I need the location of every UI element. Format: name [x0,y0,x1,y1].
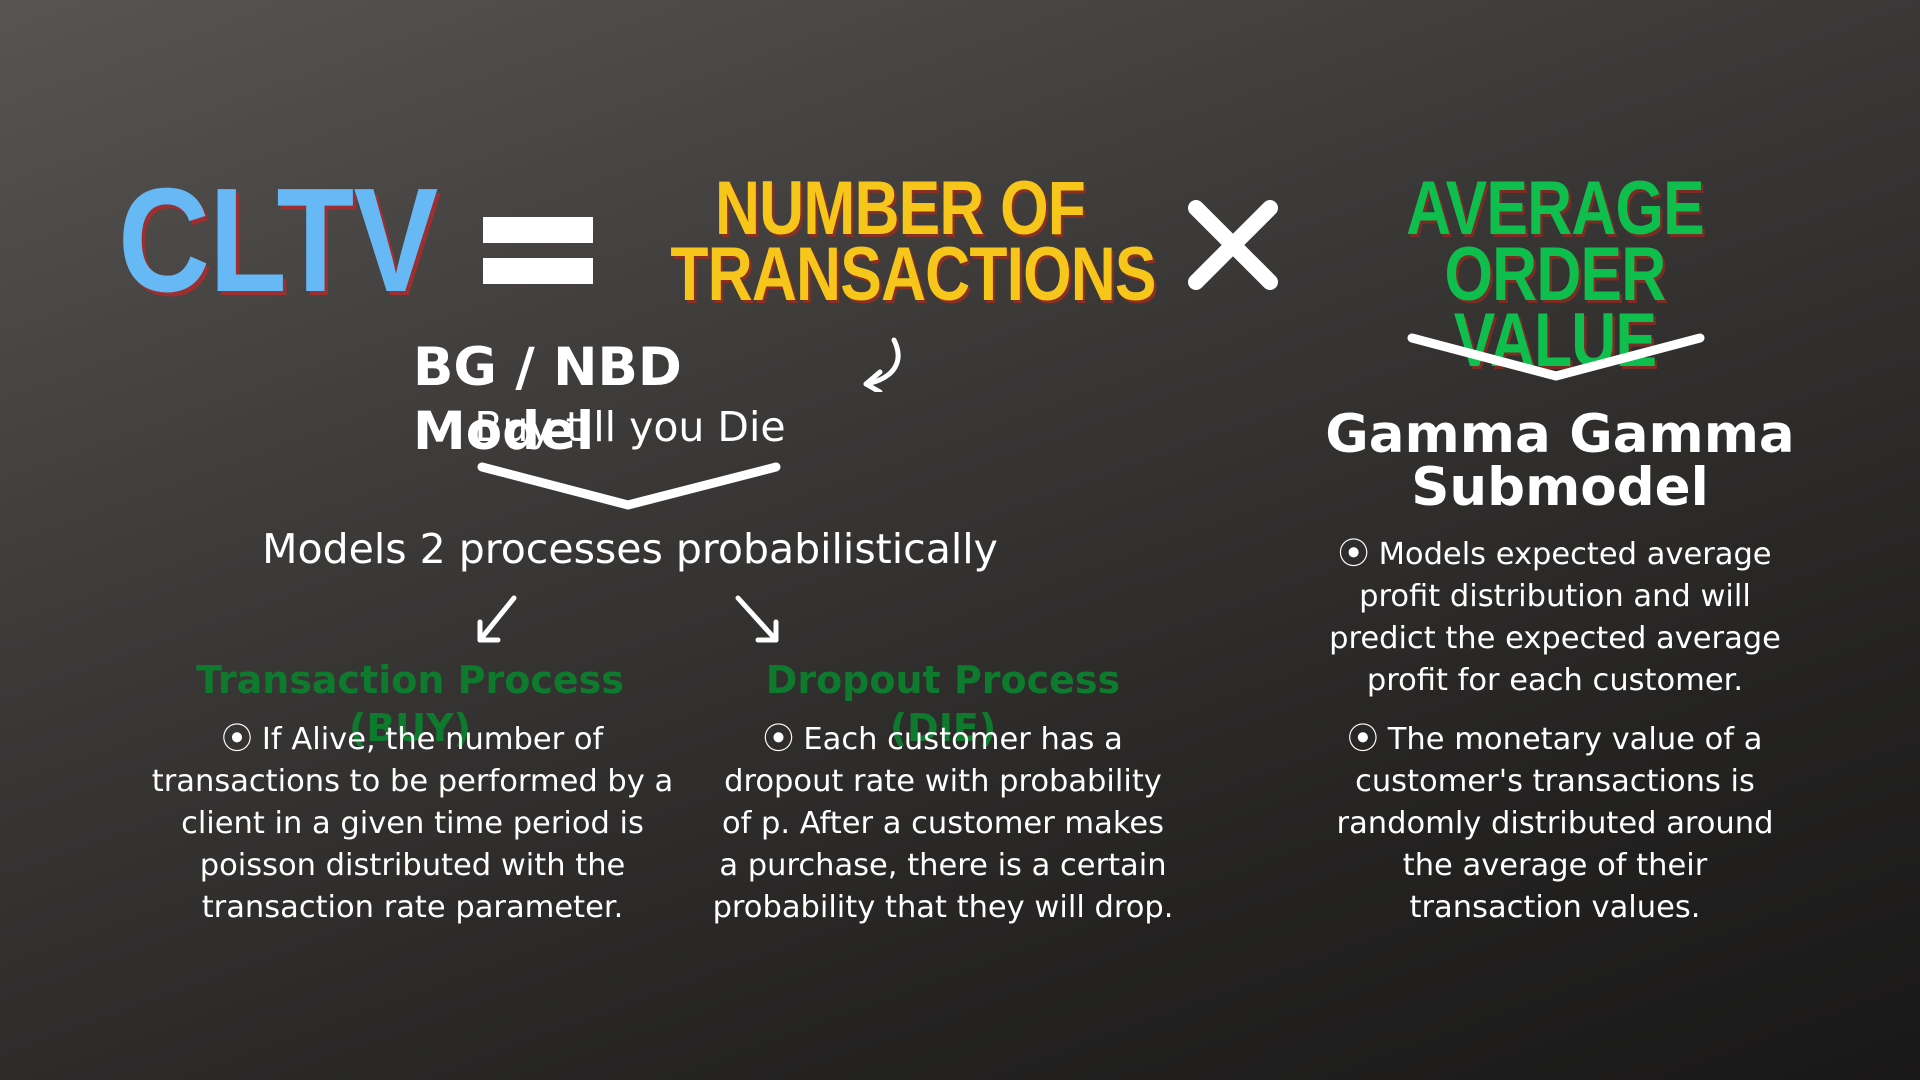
arrow-down-left-icon [477,595,517,643]
bg-nbd-subtitle: Buy till you Die [474,403,786,451]
chevron-down-icon [477,462,781,510]
term-line: NUMBER OF [715,166,1086,251]
term-line: ORDER VALUE [1444,232,1667,383]
models-two-processes: Models 2 processes probabilistically [262,525,998,573]
term-line: AVERAGE [1406,166,1705,251]
transaction-process-description: ⦿ If Alive, the number of transactions t… [151,722,674,925]
number-of-transactions-term: NUMBER OF TRANSACTIONS [670,166,1156,317]
bg-nbd-title: BG / NBD Model [413,337,682,462]
dropout-process-title: Dropout Process (DIE) [765,658,1121,750]
gamma-gamma-point-1: ⦿ Models expected average profit distrib… [1329,537,1781,698]
gamma-gamma-title: Gamma Gamma Submodel [1325,404,1795,518]
average-order-value-term: AVERAGE ORDER VALUE [1362,166,1747,383]
transaction-process-title: Transaction Process (BUY) [196,658,624,750]
gamma-gamma-point-2: ⦿ The monetary value of a customer's tra… [1336,722,1774,925]
dropout-process-description: ⦿ Each customer has a dropout rate with … [712,722,1174,925]
curved-arrow-icon [863,337,901,392]
chevron-down-icon [1407,333,1705,381]
multiply-icon [1188,200,1278,290]
cltv-term: CLTV [118,158,438,323]
term-line: TRANSACTIONS [670,232,1156,317]
arrow-down-right-icon [735,595,779,643]
